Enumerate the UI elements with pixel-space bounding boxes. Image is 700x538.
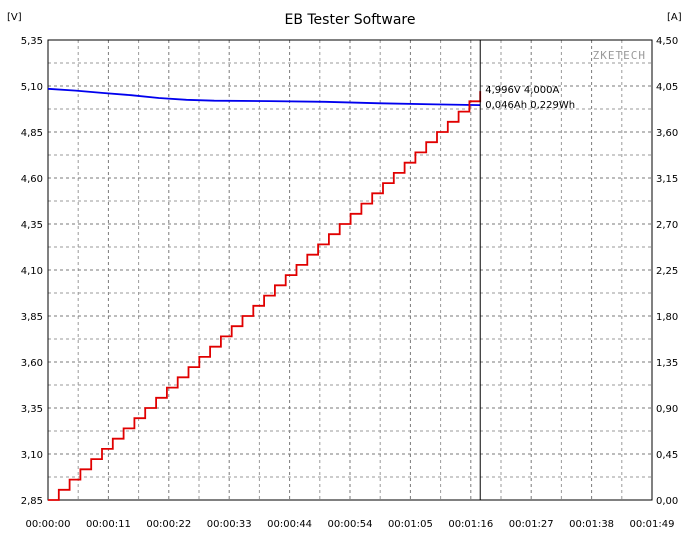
left-axis-tick-label: 3,10 <box>21 450 43 461</box>
left-axis-tick-label: 4,60 <box>21 174 43 185</box>
cursor-readout-line-2: 0,046Ah 0,229Wh <box>485 100 575 111</box>
right-axis-unit: [A] <box>667 12 682 23</box>
right-axis-tick-label: 2,25 <box>656 266 678 277</box>
right-axis-tick-label: 0,90 <box>656 404 678 415</box>
x-axis-tick-label: 00:01:49 <box>630 519 675 530</box>
plot-frame <box>47 39 653 501</box>
left-axis-tick-label: 4,35 <box>21 220 43 231</box>
left-axis-tick-label: 4,10 <box>21 266 43 277</box>
left-axis-unit: [V] <box>7 12 22 23</box>
left-axis-tick-label: 5,10 <box>21 82 43 93</box>
left-axis-tick-label: 3,85 <box>21 312 43 323</box>
right-axis-tick-label: 1,80 <box>656 312 678 323</box>
x-axis-tick-label: 00:00:11 <box>86 519 131 530</box>
left-axis-ticks: 5,35 5,10 4,85 4,60 4,35 4,10 3,85 3,60 3,35 3,10… <box>21 36 43 507</box>
left-axis-tick-label: 3,35 <box>21 404 43 415</box>
left-axis-tick-label: 2,85 <box>21 496 43 507</box>
x-axis-tick-label: 00:00:54 <box>328 519 373 530</box>
voltage-series-line <box>47 87 481 106</box>
grid <box>48 40 652 500</box>
cursor-readout-line-1: 4,996V 4,000A <box>485 85 559 96</box>
right-axis-tick-label: 3,60 <box>656 128 678 139</box>
brand-label: ZKETECH <box>593 49 646 62</box>
left-axis-tick-label: 4,85 <box>21 128 43 139</box>
x-axis-tick-label: 00:01:16 <box>448 519 493 530</box>
right-axis-tick-label: 4,50 <box>656 36 678 47</box>
x-axis-tick-label: 00:00:00 <box>26 519 71 530</box>
right-axis-tick-label: 0,45 <box>656 450 678 461</box>
left-axis-tick-label: 5,35 <box>21 36 43 47</box>
x-axis-tick-label: 00:00:44 <box>267 519 312 530</box>
chart-title: EB Tester Software <box>284 12 415 28</box>
left-axis-tick-label: 3,60 <box>21 358 43 369</box>
x-axis-tick-label: 00:01:05 <box>388 519 433 530</box>
x-axis-tick-label: 00:00:22 <box>146 519 191 530</box>
x-axis-tick-label: 00:00:33 <box>207 519 252 530</box>
right-axis-ticks: 4,50 4,05 3,60 3,15 2,70 2,25 1,80 1,35 0,90 0,45… <box>656 36 678 507</box>
right-axis-tick-label: 4,05 <box>656 82 678 93</box>
right-axis-tick-label: 3,15 <box>656 174 678 185</box>
series-group <box>47 87 482 501</box>
right-axis-tick-label: 1,35 <box>656 358 678 369</box>
right-axis-tick-label: 2,70 <box>656 220 678 231</box>
right-axis-tick-label: 0,00 <box>656 496 678 507</box>
x-axis-ticks: 00:00:00 00:00:11 00:00:22 00:00:33 00:00:44… <box>26 519 675 530</box>
x-axis-tick-label: 00:01:38 <box>569 519 614 530</box>
x-axis-tick-label: 00:01:27 <box>509 519 554 530</box>
current-series-line <box>48 91 482 501</box>
